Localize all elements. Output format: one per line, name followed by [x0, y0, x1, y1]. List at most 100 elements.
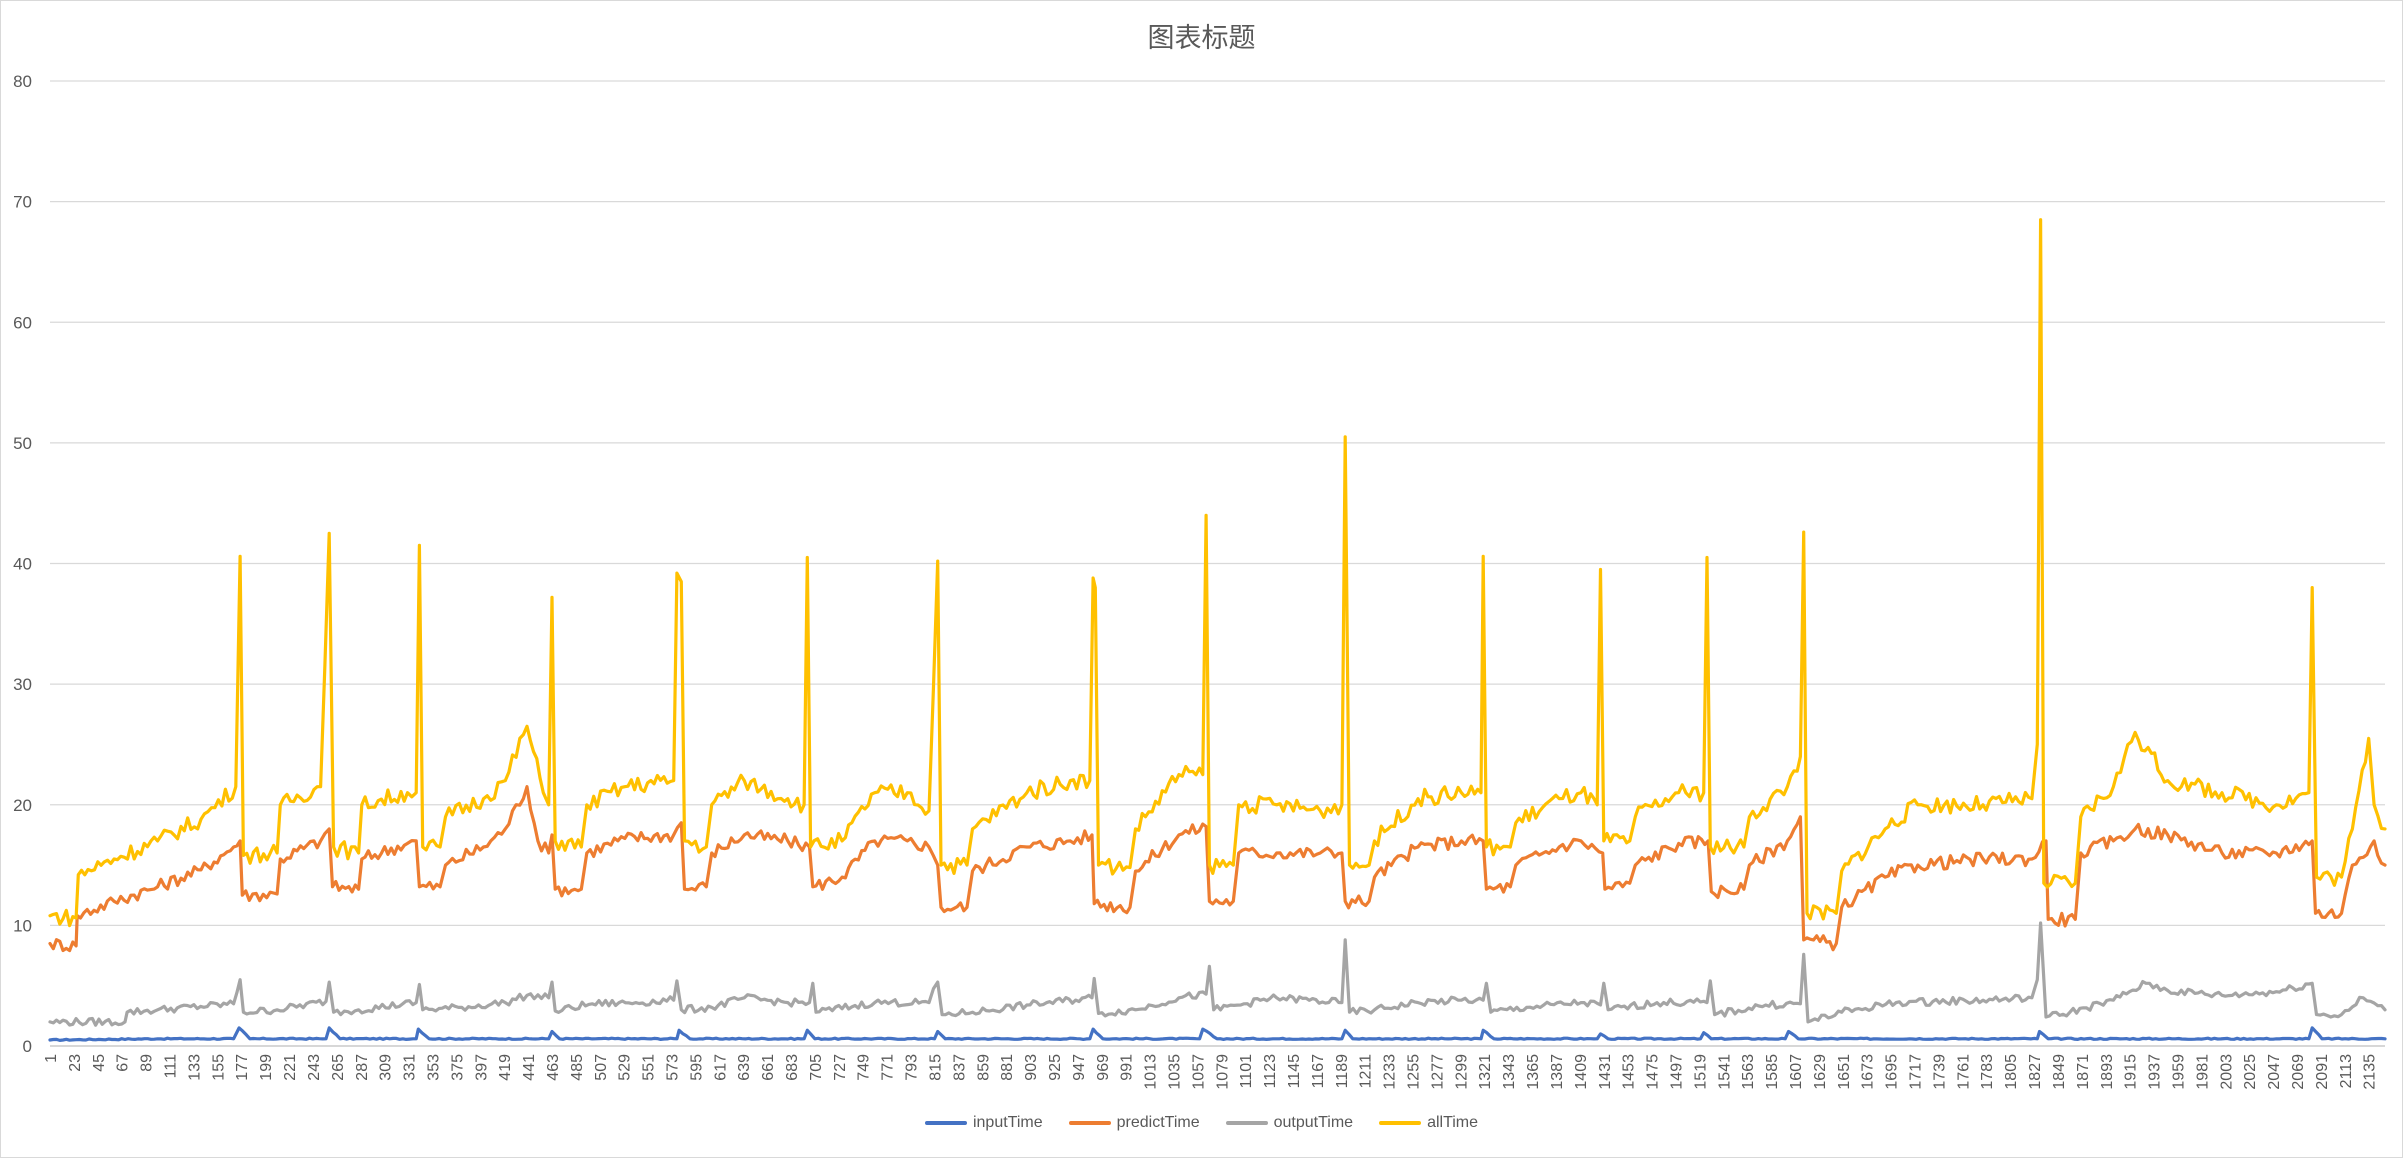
x-tick-label: 2069 [2290, 1054, 2307, 1090]
x-tick-label: 1827 [2027, 1054, 2044, 1090]
x-tick-label: 507 [593, 1054, 610, 1081]
x-tick-label: 1805 [2003, 1054, 2020, 1090]
x-tick-label: 2091 [2314, 1054, 2331, 1090]
x-tick-label: 1343 [1501, 1054, 1518, 1090]
x-tick-label: 2135 [2362, 1054, 2379, 1090]
x-tick-label: 353 [425, 1054, 442, 1081]
x-tick-label: 1893 [2099, 1054, 2116, 1090]
x-tick-label: 1563 [1740, 1054, 1757, 1090]
series-line-inputTime [48, 1026, 2387, 1042]
x-tick-label: 1541 [1716, 1054, 1733, 1090]
x-tick-label: 1255 [1406, 1054, 1423, 1090]
x-tick-label: 177 [234, 1054, 251, 1081]
x-tick-label: 771 [880, 1054, 897, 1081]
x-tick-label: 1299 [1453, 1054, 1470, 1090]
x-axis-tick-labels: 1 23 45 67 89 111 133 155 177 199 221 243 265 287 309 3… [43, 1054, 2379, 1090]
x-tick-label: 1981 [2194, 1054, 2211, 1090]
x-tick-label: 1013 [1143, 1054, 1160, 1090]
x-tick-label: 1871 [2075, 1054, 2092, 1090]
y-axis-tick-labels: 0 10 20 30 40 50 60 70 80 [13, 72, 32, 1056]
x-tick-label: 1387 [1549, 1054, 1566, 1090]
x-tick-label: 2047 [2266, 1054, 2283, 1090]
x-tick-label: 1453 [1621, 1054, 1638, 1090]
x-tick-label: 815 [927, 1054, 944, 1081]
x-tick-label: 793 [904, 1054, 921, 1081]
x-tick-label: 1585 [1764, 1054, 1781, 1090]
x-tick-label: 1607 [1788, 1054, 1805, 1090]
y-tick-label: 60 [13, 313, 32, 332]
x-tick-label: 1321 [1477, 1054, 1494, 1090]
x-tick-label: 331 [402, 1054, 419, 1081]
x-tick-label: 111 [163, 1054, 180, 1078]
legend-item-inputTime: inputTime [924, 1114, 1043, 1132]
x-tick-label: 1849 [2051, 1054, 2068, 1090]
x-tick-label: 991 [1119, 1054, 1136, 1081]
x-tick-label: 969 [1095, 1054, 1112, 1081]
x-tick-label: 89 [139, 1054, 156, 1072]
x-tick-label: 419 [497, 1054, 514, 1081]
legend-label: predictTime [1116, 1114, 1200, 1131]
x-tick-label: 221 [282, 1054, 299, 1081]
x-tick-label: 2025 [2242, 1054, 2259, 1090]
chart-title: 图表标题 [1147, 23, 1256, 54]
x-tick-label: 1695 [1884, 1054, 1901, 1090]
x-tick-label: 947 [1071, 1054, 1088, 1081]
x-tick-label: 925 [1047, 1054, 1064, 1081]
x-tick-label: 155 [210, 1054, 227, 1081]
x-tick-label: 1915 [2123, 1054, 2140, 1090]
x-tick-label: 2113 [2338, 1054, 2355, 1089]
legend-item-outputTime: outputTime [1225, 1114, 1353, 1132]
x-tick-label: 1035 [1166, 1054, 1183, 1090]
x-tick-label: 1079 [1214, 1054, 1231, 1090]
x-tick-label: 2003 [2218, 1054, 2235, 1090]
x-tick-label: 1167 [1310, 1054, 1327, 1089]
legend-swatch [1225, 1121, 1268, 1125]
x-tick-label: 1519 [1692, 1054, 1709, 1090]
legend-swatch [924, 1121, 967, 1125]
x-tick-label: 1409 [1573, 1054, 1590, 1090]
y-tick-label: 80 [13, 72, 32, 91]
x-tick-label: 243 [306, 1054, 323, 1081]
x-tick-label: 1475 [1645, 1054, 1662, 1090]
x-tick-label: 1189 [1334, 1054, 1351, 1089]
series-line-predictTime [48, 785, 2387, 953]
x-tick-label: 639 [736, 1054, 753, 1081]
legend-swatch [1379, 1121, 1422, 1125]
x-tick-label: 1123 [1262, 1054, 1279, 1089]
x-tick-label: 529 [617, 1054, 634, 1081]
x-tick-label: 397 [473, 1054, 490, 1081]
x-tick-label: 375 [449, 1054, 466, 1081]
legend-item-allTime: allTime [1379, 1114, 1478, 1132]
x-tick-label: 903 [1023, 1054, 1040, 1081]
x-tick-label: 309 [378, 1054, 395, 1081]
x-tick-label: 859 [975, 1054, 992, 1081]
x-tick-label: 595 [688, 1054, 705, 1081]
x-tick-label: 133 [186, 1054, 203, 1081]
y-tick-label: 20 [13, 796, 32, 815]
x-tick-label: 683 [784, 1054, 801, 1081]
x-tick-label: 1651 [1836, 1054, 1853, 1090]
x-tick-label: 573 [665, 1054, 682, 1081]
series-lines [48, 218, 2387, 1042]
x-tick-label: 1057 [1190, 1054, 1207, 1090]
x-tick-label: 1145 [1286, 1054, 1303, 1089]
x-tick-label: 617 [712, 1054, 729, 1081]
grid-lines [50, 80, 2385, 1047]
x-tick-label: 837 [951, 1054, 968, 1081]
x-tick-label: 1277 [1429, 1054, 1446, 1090]
x-tick-label: 199 [258, 1054, 275, 1081]
y-tick-label: 0 [23, 1037, 32, 1056]
x-tick-label: 1365 [1525, 1054, 1542, 1090]
x-tick-label: 1717 [1908, 1054, 1925, 1090]
x-tick-label: 1497 [1668, 1054, 1685, 1090]
x-tick-label: 485 [569, 1054, 586, 1081]
x-tick-label: 1937 [2147, 1054, 2164, 1090]
x-tick-label: 881 [999, 1054, 1016, 1081]
y-tick-label: 30 [13, 675, 32, 694]
x-tick-label: 23 [67, 1054, 84, 1072]
legend: inputTime predictTime outputTime allTime [0, 1114, 2403, 1132]
x-tick-label: 705 [808, 1054, 825, 1081]
x-tick-label: 45 [91, 1054, 108, 1072]
